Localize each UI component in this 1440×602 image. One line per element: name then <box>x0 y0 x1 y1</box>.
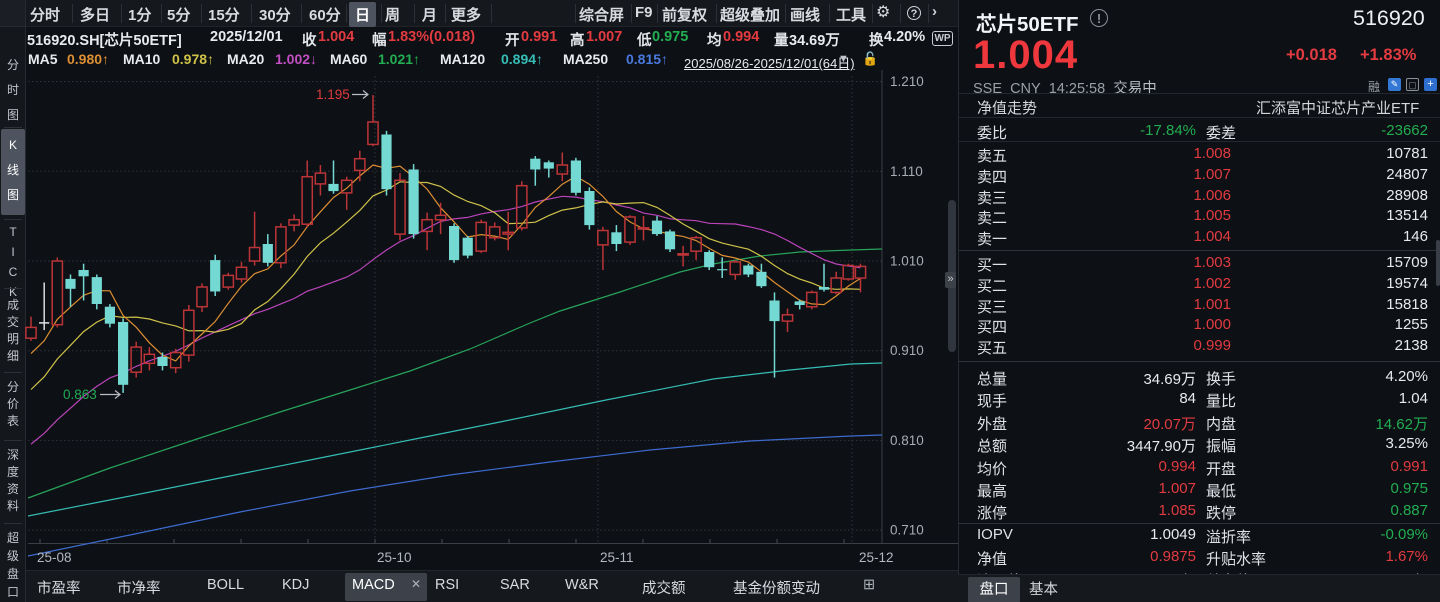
svg-text:25-11: 25-11 <box>600 550 634 565</box>
svg-text:1.110: 1.110 <box>890 164 923 179</box>
svg-text:1.010: 1.010 <box>890 254 924 269</box>
svg-text:1.195: 1.195 <box>316 87 350 102</box>
svg-text:1.210: 1.210 <box>890 74 924 89</box>
svg-text:0.710: 0.710 <box>890 523 924 538</box>
svg-text:0.910: 0.910 <box>890 343 924 358</box>
svg-text:0.863: 0.863 <box>63 387 97 402</box>
svg-text:25-10: 25-10 <box>377 550 412 565</box>
svg-text:25-08: 25-08 <box>37 550 72 565</box>
svg-text:0.810: 0.810 <box>890 433 924 448</box>
svg-text:25-12: 25-12 <box>859 550 894 565</box>
